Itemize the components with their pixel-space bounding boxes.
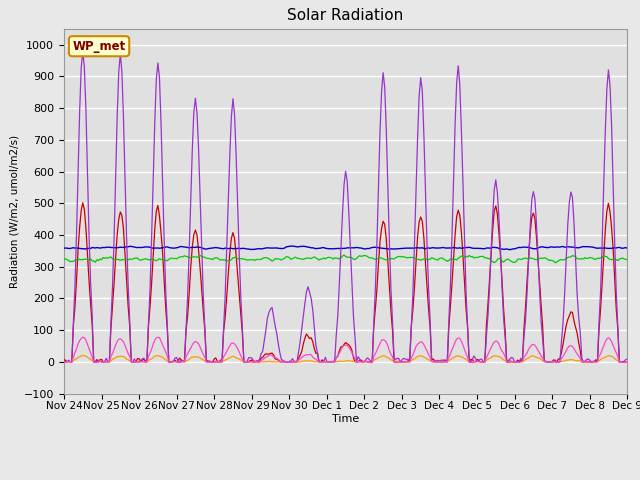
Title: Solar Radiation: Solar Radiation <box>287 9 404 24</box>
Text: WP_met: WP_met <box>72 40 125 53</box>
X-axis label: Time: Time <box>332 414 359 424</box>
Y-axis label: Radiation (W/m2, umol/m2/s): Radiation (W/m2, umol/m2/s) <box>10 134 20 288</box>
